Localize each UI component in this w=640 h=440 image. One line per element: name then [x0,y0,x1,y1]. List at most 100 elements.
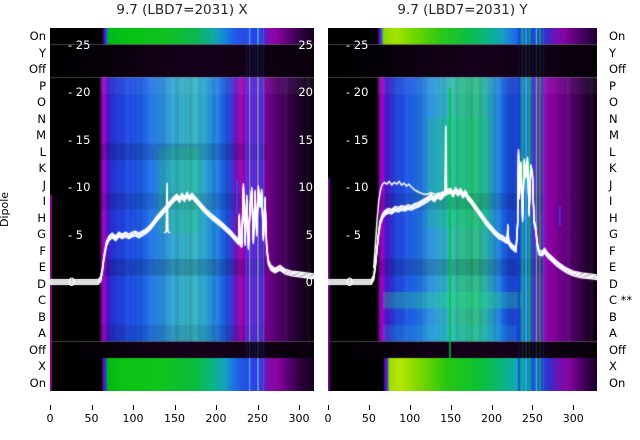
heatmap-x-canvas [50,28,314,391]
y-tick-label: - 10 [68,180,91,194]
row-label: C [37,293,46,307]
x-tick-mark [216,405,218,410]
x-tick-label: 100 [122,412,144,425]
x-tick-mark [573,405,575,410]
row-label: Y [609,45,617,60]
x-tick-mark [257,405,259,410]
x-tick-label: 100 [399,412,421,425]
y-tick-label: - 20 [68,85,91,99]
row-label: J [609,177,613,192]
row-label: Off [29,62,46,76]
row-labels-right: On Y Off P O N M L K J I H G F E D C ** B A Off X On [601,28,640,391]
x-tick-label: 0 [324,412,332,425]
y-tick-label-right: 5 [305,227,313,242]
x-axis-left: 0 50 100 150 200 250 300 [46,391,314,427]
row-labels-left: On Y Off P O N M L K J I H G F E D C B A Off X On [6,28,46,391]
row-label: Off [609,342,626,357]
row-label: P [609,78,616,93]
x-tick-label: 250 [247,412,269,425]
row-label: O [36,95,46,109]
y-tick-label: 0 [68,275,76,289]
row-label: D [37,276,46,291]
row-label: H [37,210,46,225]
row-label: H [609,210,618,225]
row-label: G [609,227,618,241]
x-tick-label: 300 [562,412,584,425]
y-tick-label-right: 10 [298,180,313,194]
row-label: E [38,260,46,274]
x-tick-mark [133,405,135,410]
row-label: J [42,177,46,192]
y-tick-label-right: 25 [298,37,313,52]
y-tick-label-right: 15 [298,132,313,147]
x-tick-label: 300 [288,412,310,425]
row-label: N [37,111,46,126]
x-tick-mark [409,405,411,410]
x-tick-label: 200 [205,412,227,425]
y-tick-label: - 25 [346,37,369,52]
row-label: B [38,309,46,324]
x-tick-mark [328,405,329,410]
row-label: L [609,144,616,159]
right-panel-title: 9.7 (LBD7=2031) Y [397,2,528,18]
x-tick-mark [450,405,452,410]
y-tick-label: - 10 [346,180,369,194]
x-tick-label: 50 [84,412,99,425]
row-label: On [609,375,626,390]
row-label: On [609,29,626,43]
row-label: K [609,161,617,175]
x-tick-mark [299,405,301,410]
heatmap-panel-y: - 25 - 20 - 15 - 10 - 5 0 [328,28,597,391]
row-label: M [36,128,46,142]
x-tick-mark [368,405,370,410]
row-label: X [38,359,46,373]
x-tick-mark [532,405,534,410]
row-label: L [39,144,46,159]
row-label: X [609,359,617,373]
row-label: A [38,326,46,340]
x-tick-label: 0 [46,412,54,425]
x-tick-label: 200 [481,412,503,425]
row-label: N [609,111,618,126]
y-tick-label: - 15 [346,132,369,147]
y-tick-label: - 5 [68,227,84,242]
heatmap-y-canvas [328,28,597,391]
row-label: E [609,260,617,274]
y-tick-label: - 15 [68,132,91,147]
row-label: A [609,326,617,340]
x-tick-label: 250 [521,412,543,425]
x-tick-label: 150 [440,412,462,425]
row-label: Off [29,342,46,357]
y-tick-label-right: 20 [298,85,313,99]
y-tick-label: 0 [346,275,354,289]
row-label: B [609,309,617,324]
row-label: Y [38,45,46,60]
x-axis-right: 0 50 100 150 200 250 300 [324,391,597,427]
row-label: G [37,227,46,241]
row-label: D [609,276,618,291]
row-label: F [609,243,616,258]
row-label: C ** [609,293,633,307]
y-tick-label: - 25 [68,37,91,52]
x-tick-mark [50,405,51,410]
row-label: I [42,194,46,208]
x-tick-mark [174,405,176,410]
x-tick-mark [91,405,93,410]
row-label: I [609,194,613,208]
x-tick-label: 50 [361,412,376,425]
x-tick-mark [491,405,493,410]
row-label: On [29,29,46,43]
x-tick-label: 150 [164,412,186,425]
row-label: F [39,243,46,258]
y-tick-label-right: 0 [305,275,313,289]
y-tick-label: - 20 [346,85,369,99]
row-label: Off [609,62,626,76]
heatmap-panel-x: - 25 - 20 - 15 - 10 - 5 0 25 20 15 10 5 0 [50,28,314,391]
y-tick-label: - 5 [346,227,362,242]
left-panel-title: 9.7 (LBD7=2031) X [116,2,248,18]
row-label: On [29,375,46,390]
row-label: O [609,95,619,109]
row-label: K [38,161,46,175]
row-label: M [609,128,619,142]
